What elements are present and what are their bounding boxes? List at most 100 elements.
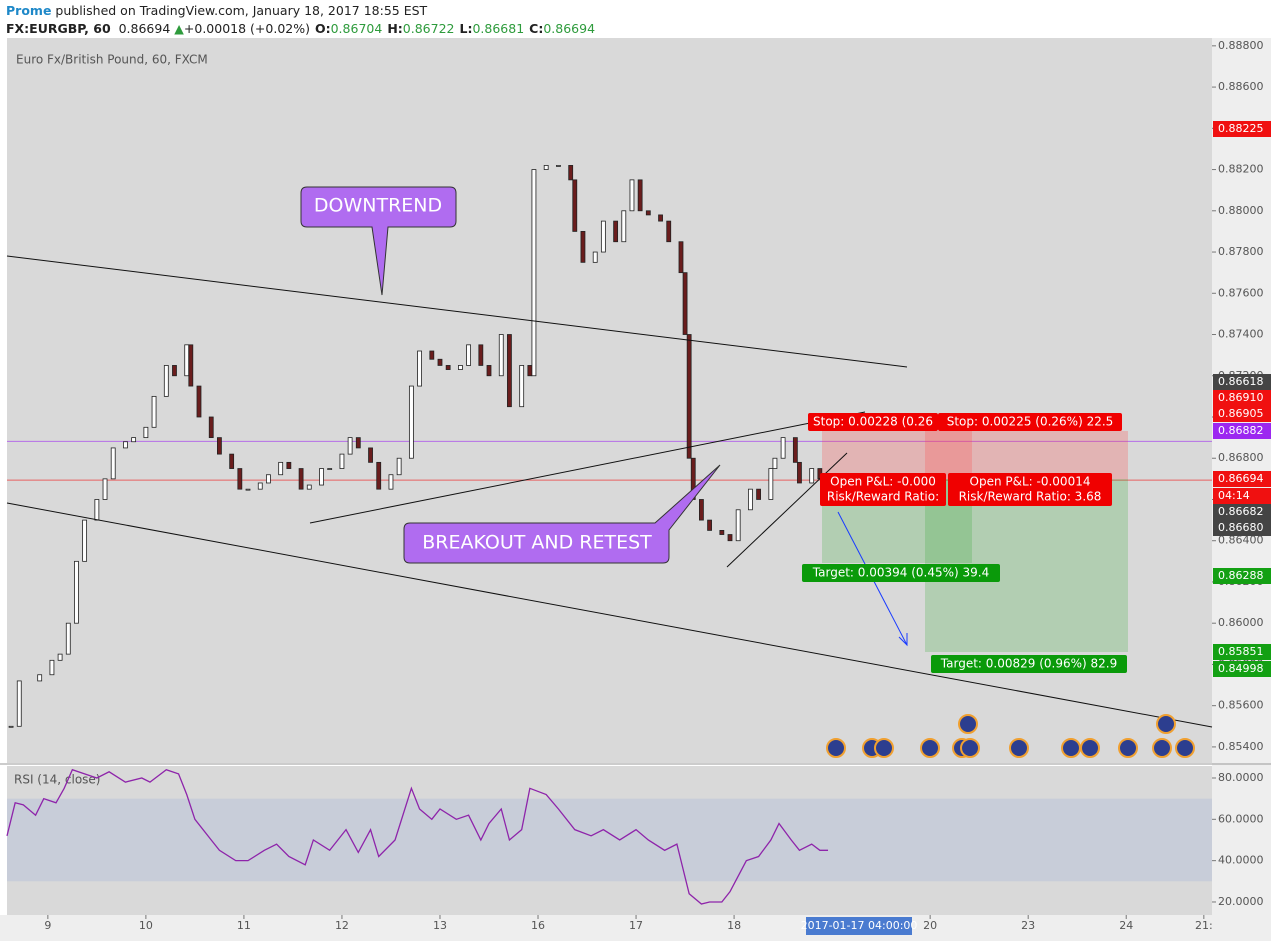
candle [768,468,774,500]
ohlc-key: O: [314,21,331,36]
y-tick-label: 0.87800 [1218,245,1264,258]
candle [49,659,55,676]
event-icon[interactable] [960,738,980,758]
candle [217,437,222,455]
candle [368,447,373,463]
callout [403,464,721,564]
position-label-bg [808,413,938,431]
trend-line [309,411,866,524]
y-tick-label: 40.0000 [1218,854,1264,867]
price-label-bg [1213,568,1271,584]
stop-zone [822,431,972,479]
candle [257,482,263,490]
candle [306,484,312,490]
price-label-bg [1213,504,1271,520]
price-label: 0.86882 [1218,424,1264,437]
event-icon[interactable] [1009,738,1029,758]
published: published on TradingView.com, January 18… [55,3,428,18]
x-tick-label: 9 [44,919,51,932]
candle [735,509,741,542]
position-label: Stop: 0.00228 (0.26 [813,415,933,429]
candle [8,725,14,728]
price-label-bg [1213,661,1271,677]
candle [507,334,512,408]
x-tick-label: 18 [727,919,741,932]
y-tick-label: 0.88000 [1218,204,1264,217]
header: Prome published on TradingView.com, Janu… [6,2,595,38]
position-label: Risk/Reward Ratio: 3.68 [959,490,1102,504]
x-tick-label: 17 [629,919,643,932]
price-label: 0.84998 [1218,662,1264,675]
crosshair-label: 2017-01-17 04:00:00 [801,919,918,932]
price-label: 0.86694 [1218,472,1264,485]
event-icon[interactable] [1118,738,1138,758]
price-label: 0.86680 [1218,521,1264,534]
time-axis [0,915,1271,941]
y-tick-label: 80.0000 [1218,771,1264,784]
price-label-bg [1213,374,1271,390]
event-icon[interactable] [920,738,940,758]
event-icon[interactable] [826,738,846,758]
y-tick-label: 0.88600 [1218,80,1264,93]
event-icon[interactable] [874,738,894,758]
author[interactable]: Prome [6,3,52,18]
candle [388,474,394,490]
candle [131,437,137,443]
candle [572,179,578,232]
candle [780,437,786,459]
candle [792,437,798,463]
event-icon[interactable] [1175,738,1195,758]
position-label: Stop: 0.00225 (0.26%) 22.5 [947,415,1114,429]
candle [208,416,214,439]
position-label-bg [948,473,1112,506]
candle [797,461,802,484]
position-label-bg [802,564,1000,582]
candle [568,165,574,181]
trend-line [6,255,908,368]
x-tick-label: 10 [139,919,153,932]
y-tick-label: 0.87600 [1218,286,1264,299]
rsi-line [6,768,829,905]
candle [82,519,88,562]
trend-line [6,502,1213,728]
candle [417,350,422,387]
ohlc-value: 0.86694 [543,21,596,36]
candle [600,220,606,253]
event-icon[interactable] [1080,738,1100,758]
y-tick-label: 0.86400 [1218,534,1264,547]
candle [658,214,663,222]
candle [94,499,100,521]
candle [429,350,435,360]
candle [355,437,361,449]
price-label-bg [1213,406,1271,422]
candle [65,622,71,655]
candle [756,488,761,500]
event-icon[interactable] [1152,738,1172,758]
y-tick-label: 0.85400 [1218,740,1264,753]
y-tick-label: 0.88200 [1218,163,1264,176]
event-icon[interactable] [958,714,978,734]
candle [376,461,382,490]
ohlc-value: 0.86722 [402,21,455,36]
candle [556,165,561,167]
x-tick-label: 16 [531,919,545,932]
candle [458,365,463,370]
candle [408,385,414,459]
candle [347,437,353,455]
candle [682,272,688,335]
candle [645,210,651,216]
candle [727,534,733,542]
event-icon[interactable] [1156,714,1176,734]
price-label-bg [1213,121,1271,137]
position-label-bg [931,655,1127,673]
candle [486,365,492,377]
price-label: 0.86905 [1218,407,1264,420]
price-label-bg [1213,488,1271,504]
candle [74,560,79,624]
y-tick-label: 0.86800 [1218,451,1264,464]
position-label: Target: 0.00829 (0.96%) 82.9 [940,657,1117,671]
event-icon[interactable] [1061,738,1081,758]
x-tick-label: 24 [1119,919,1133,932]
candle [396,457,402,476]
